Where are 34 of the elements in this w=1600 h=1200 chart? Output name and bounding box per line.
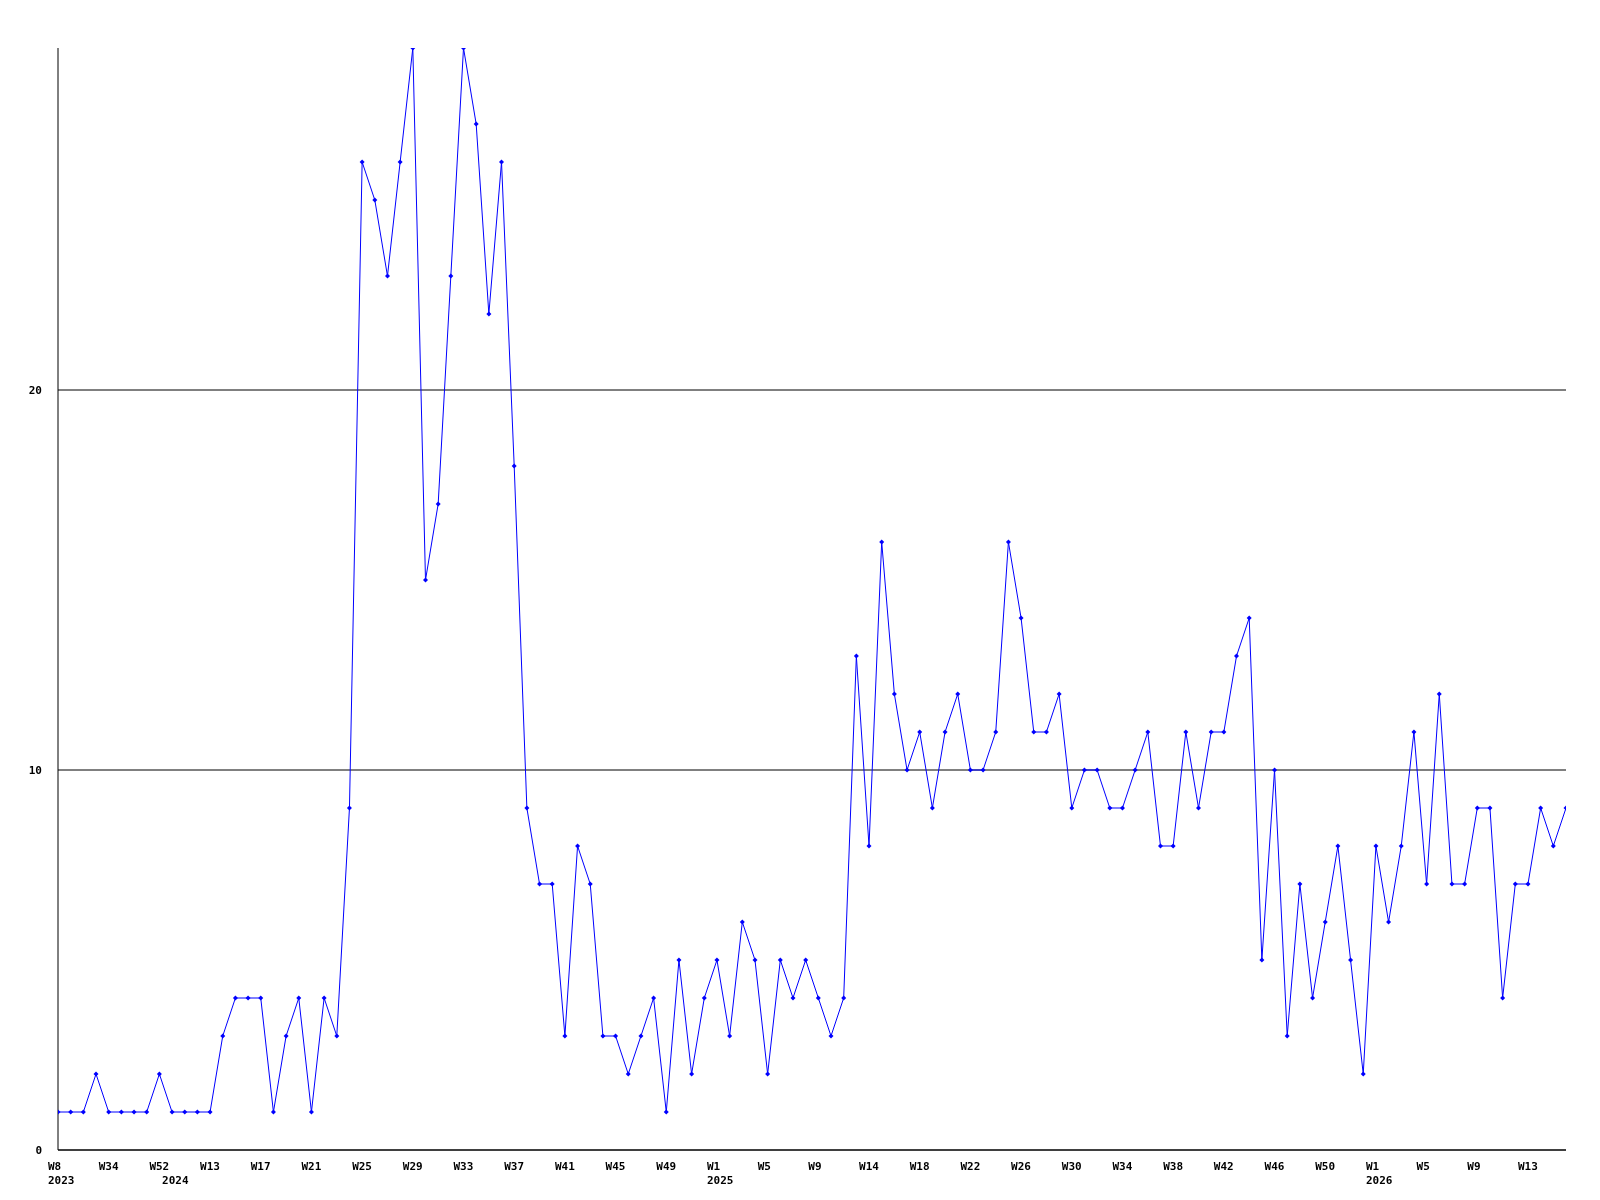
x-tick-label: W41 <box>554 1160 576 1173</box>
x-tick-label: W5 <box>757 1160 771 1173</box>
x-tick-label: W33 <box>453 1160 474 1173</box>
x-tick-label: W26 <box>1011 1160 1032 1173</box>
x-tick-label: W9 <box>808 1160 822 1173</box>
x-tick-label: W34 <box>98 1160 119 1173</box>
x-tick-label: W30 <box>1061 1160 1082 1173</box>
x-tick-label: W34 <box>1112 1160 1133 1173</box>
y-tick-label: 0 <box>35 1144 42 1157</box>
x-tick-label: W1 2026 <box>1365 1160 1393 1187</box>
x-tick-label: W46 <box>1264 1160 1285 1173</box>
x-tick-label: W52 <box>149 1160 170 1173</box>
x-tick-label: W17 <box>250 1160 271 1173</box>
x-tick-label: W45 <box>605 1160 626 1173</box>
x-tick-label: W21 <box>301 1160 322 1173</box>
x-tick-label: W8 2023 <box>48 1160 75 1187</box>
x-tick-label: W13 <box>1517 1160 1538 1173</box>
x-tick-label: W42 <box>1213 1160 1234 1173</box>
x-tick-label: 2024 <box>162 1174 189 1187</box>
x-tick-label: W22 <box>960 1160 981 1173</box>
x-tick-label: W50 <box>1315 1160 1336 1173</box>
x-tick-label: W49 <box>656 1160 677 1173</box>
x-tick-label: W25 <box>352 1160 373 1173</box>
x-tick-label: W9 <box>1467 1160 1481 1173</box>
x-tick-label: W29 <box>402 1160 423 1173</box>
x-tick-label: W13 <box>200 1160 220 1173</box>
x-tick-label: W14 <box>859 1160 880 1173</box>
x-tick-label: W1 2025 <box>706 1160 734 1187</box>
y-tick-label: 20 <box>28 384 42 397</box>
x-tick-label: W38 <box>1163 1160 1184 1173</box>
x-tick-label: W18 <box>909 1160 930 1173</box>
x-tick-label: W5 <box>1416 1160 1430 1173</box>
x-tick-label: W37 <box>504 1160 525 1173</box>
y-tick-label: 10 <box>28 764 42 777</box>
